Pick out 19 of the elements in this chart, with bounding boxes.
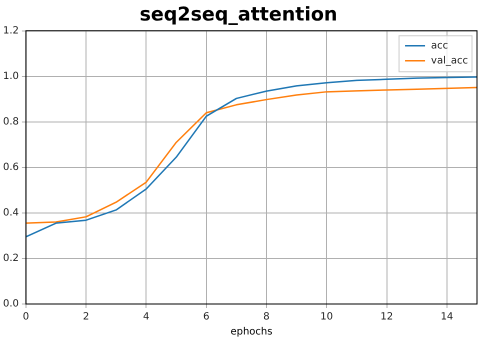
x-tick-label: 8 xyxy=(263,312,270,323)
y-tick-label: 0.8 xyxy=(2,116,19,128)
x-tick-label: 4 xyxy=(143,312,150,323)
x-tick-label: 12 xyxy=(380,312,394,323)
x-axis-title: ephochs xyxy=(230,326,272,338)
x-tick-label: 0 xyxy=(22,312,30,323)
x-tick-label: 2 xyxy=(82,312,90,323)
y-tick-label: 0.6 xyxy=(2,162,19,173)
x-tick-label: 6 xyxy=(203,312,210,323)
x-tick-label: 10 xyxy=(320,312,333,323)
chart-title: seq2seq_attention xyxy=(140,3,338,26)
y-tick-label: 0.0 xyxy=(2,298,19,310)
y-tick-label: 0.2 xyxy=(2,253,19,264)
x-tick-label: 14 xyxy=(440,312,454,323)
y-tick-label: 1.2 xyxy=(2,25,19,36)
legend-label: acc xyxy=(431,40,448,52)
y-tick-label: 0.4 xyxy=(2,208,19,219)
y-tick-label: 1.0 xyxy=(2,70,19,82)
legend-label: val_acc xyxy=(431,55,468,66)
